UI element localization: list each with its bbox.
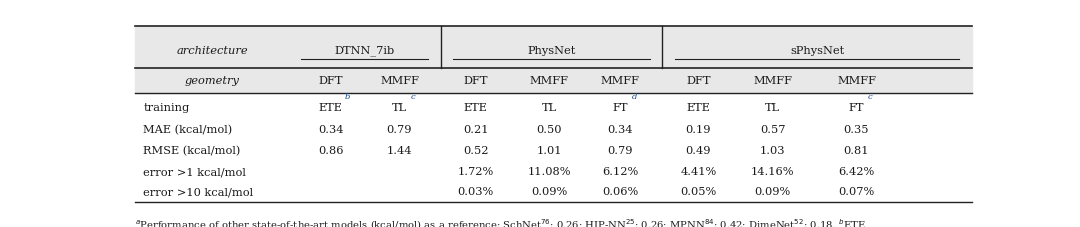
Text: d: d (632, 92, 637, 100)
Text: sPhysNet: sPhysNet (791, 45, 845, 55)
Text: 0.79: 0.79 (608, 146, 633, 155)
Text: ETE: ETE (319, 103, 342, 113)
Text: training: training (144, 103, 190, 113)
Text: FT: FT (849, 103, 864, 113)
Text: TL: TL (766, 103, 781, 113)
Text: 0.81: 0.81 (843, 146, 869, 155)
Text: b: b (345, 92, 350, 100)
Text: TL: TL (542, 103, 557, 113)
Text: 0.34: 0.34 (319, 125, 343, 134)
Bar (135, 27, 972, 69)
Text: 0.57: 0.57 (760, 125, 785, 134)
Text: 0.09%: 0.09% (755, 187, 791, 197)
Text: MMFF: MMFF (380, 76, 419, 86)
Text: DTNN_7ib: DTNN_7ib (334, 45, 394, 56)
Text: 0.34: 0.34 (608, 125, 633, 134)
Text: 1.44: 1.44 (387, 146, 413, 155)
Text: DFT: DFT (319, 76, 343, 86)
Text: ETE: ETE (463, 103, 487, 113)
Text: 0.06%: 0.06% (603, 187, 638, 197)
Text: DFT: DFT (463, 76, 488, 86)
Text: ETE: ETE (687, 103, 711, 113)
Text: error >10 kcal/mol: error >10 kcal/mol (144, 187, 254, 197)
Text: MMFF: MMFF (837, 76, 876, 86)
Text: c: c (867, 92, 873, 100)
Text: MAE (kcal/mol): MAE (kcal/mol) (144, 124, 232, 135)
Text: c: c (410, 92, 415, 100)
Text: 0.86: 0.86 (319, 146, 343, 155)
Text: MMFF: MMFF (753, 76, 793, 86)
Text: 0.19: 0.19 (686, 125, 711, 134)
Text: 1.03: 1.03 (760, 146, 785, 155)
Text: 0.03%: 0.03% (458, 187, 494, 197)
Text: PhysNet: PhysNet (527, 45, 576, 55)
Text: RMSE (kcal/mol): RMSE (kcal/mol) (144, 145, 241, 155)
Text: error >1 kcal/mol: error >1 kcal/mol (144, 166, 246, 176)
Text: 6.12%: 6.12% (603, 166, 638, 176)
Text: 14.16%: 14.16% (751, 166, 795, 176)
Text: architecture: architecture (176, 45, 247, 55)
Text: 0.35: 0.35 (843, 125, 869, 134)
Text: 0.79: 0.79 (387, 125, 413, 134)
Bar (135, 69, 972, 94)
Text: 0.07%: 0.07% (838, 187, 875, 197)
Text: DFT: DFT (686, 76, 711, 86)
Text: 11.08%: 11.08% (527, 166, 571, 176)
Text: 0.21: 0.21 (463, 125, 488, 134)
Text: geometry: geometry (185, 76, 240, 86)
Text: TL: TL (392, 103, 407, 113)
Text: 1.01: 1.01 (537, 146, 562, 155)
Text: 0.09%: 0.09% (531, 187, 567, 197)
Text: MMFF: MMFF (600, 76, 640, 86)
Text: 1.72%: 1.72% (458, 166, 494, 176)
Text: $^a$Performance of other state-of-the-art models (kcal/mol) as a reference: SchN: $^a$Performance of other state-of-the-ar… (135, 216, 866, 227)
Text: MMFF: MMFF (530, 76, 569, 86)
Text: 0.05%: 0.05% (680, 187, 716, 197)
Text: 0.52: 0.52 (463, 146, 488, 155)
Text: 0.50: 0.50 (537, 125, 562, 134)
Text: 0.49: 0.49 (686, 146, 711, 155)
Text: FT: FT (612, 103, 629, 113)
Text: 6.42%: 6.42% (838, 166, 875, 176)
Text: 4.41%: 4.41% (680, 166, 716, 176)
